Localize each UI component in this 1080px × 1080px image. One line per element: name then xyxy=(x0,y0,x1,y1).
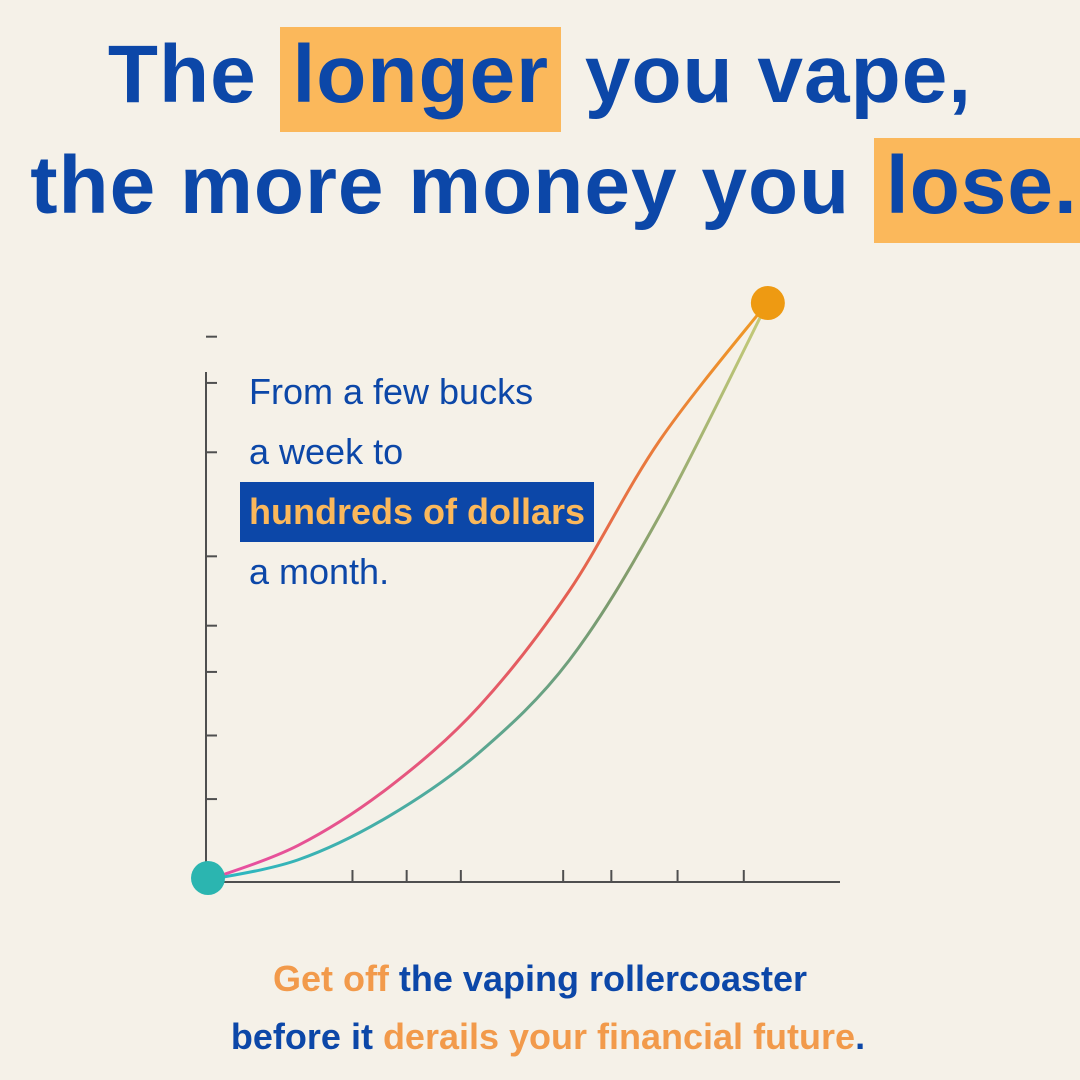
headline-text: the more money you xyxy=(30,140,874,231)
chart-series xyxy=(206,300,770,882)
footer-accent: derails your financial future xyxy=(382,1016,856,1057)
series-line-upper xyxy=(206,300,770,882)
start-point-marker xyxy=(191,861,225,895)
annotation-line-2: a week to xyxy=(249,431,404,472)
chart-axes xyxy=(205,335,840,883)
chart-annotation: From a few bucks a week to hundreds of d… xyxy=(240,362,595,602)
annotation-line-1: From a few bucks xyxy=(249,371,534,412)
annotation-highlight: hundreds of dollars xyxy=(240,482,595,542)
footer-text: . xyxy=(855,1016,866,1057)
end-point-marker xyxy=(750,286,785,320)
headline-highlight-lose: lose. xyxy=(873,138,1080,243)
headline-line-1: The longer you vape, xyxy=(0,27,1080,132)
headline-highlight-longer: longer xyxy=(280,27,562,132)
chart-endpoints xyxy=(191,286,785,895)
footer-text: before it xyxy=(230,1016,383,1057)
footer-text: the vaping rollercoaster xyxy=(388,958,808,999)
series-line-lower xyxy=(206,300,770,882)
footer-line-1: Get off the vaping rollercoaster xyxy=(0,958,1080,1000)
headline-text: you vape, xyxy=(561,29,973,120)
footer-accent: Get off xyxy=(272,958,389,999)
headline-line-2: the more money you lose. xyxy=(20,138,1080,243)
footer-line-2: before it derails your financial future. xyxy=(8,1016,1080,1058)
headline-text: The xyxy=(107,29,281,120)
annotation-line-4: a month. xyxy=(249,551,390,592)
